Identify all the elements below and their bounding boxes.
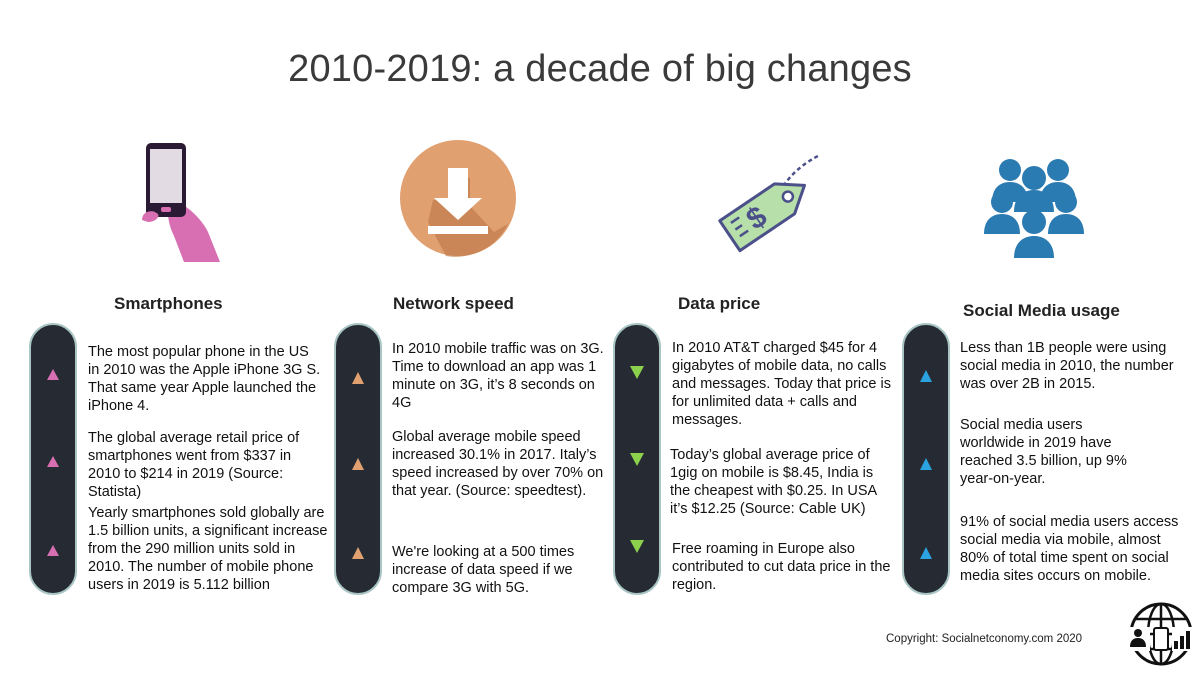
globe-devices-logo-icon xyxy=(1128,602,1194,666)
down-arrow-icon xyxy=(630,453,644,466)
smartphones-trend-bar xyxy=(29,323,77,595)
network-speed-trend-bar xyxy=(334,323,382,595)
social-media-usage-title: Social Media usage xyxy=(963,301,1120,320)
data-price-item-3: Free roaming in Europe also contributed … xyxy=(672,541,891,593)
up-arrow-icon xyxy=(920,458,932,470)
up-arrow-icon xyxy=(47,369,59,380)
smartphones-title: Smartphones xyxy=(114,294,223,313)
down-arrow-icon xyxy=(630,366,644,379)
up-arrow-icon xyxy=(47,456,59,467)
smartphones-item-1: The most popular phone in the US in 2010… xyxy=(88,344,321,414)
up-arrow-icon xyxy=(920,370,932,382)
data-price-item-2: Today’s global average price of 1gig on … xyxy=(670,447,877,517)
network-speed-item-2: Global average mobile speed increased 30… xyxy=(392,429,604,499)
network-speed-item-1: In 2010 mobile traffic was on 3G. Time t… xyxy=(392,341,604,411)
price-tag-icon: $ xyxy=(718,154,819,253)
down-arrow-icon xyxy=(630,540,644,553)
data-price-title: Data price xyxy=(678,294,761,313)
download-icon xyxy=(400,140,516,257)
social-media-item-2: Social media users worldwide in 2019 hav… xyxy=(960,417,1127,487)
network-speed-item-3: We're looking at a 500 times increase of… xyxy=(392,544,575,596)
up-arrow-icon xyxy=(352,458,364,470)
smartphones-item-2: The global average retail price of smart… xyxy=(88,430,300,500)
network-speed-title: Network speed xyxy=(393,294,514,313)
up-arrow-icon xyxy=(352,547,364,559)
copyright-text: Copyright: Socialnetconomy.com 2020 xyxy=(886,633,1083,645)
smartphones-item-3: Yearly smartphones sold globally are 1.5… xyxy=(88,505,328,593)
social-media-item-3: 91% of social media users access social … xyxy=(960,514,1179,584)
social-media-trend-bar xyxy=(902,323,950,595)
data-price-trend-bar xyxy=(613,323,661,595)
data-price-item-1: In 2010 AT&T charged $45 for 4 gigabytes… xyxy=(672,340,891,428)
up-arrow-icon xyxy=(920,547,932,559)
smartphone-in-hand-icon xyxy=(142,143,220,262)
up-arrow-icon xyxy=(47,545,59,556)
up-arrow-icon xyxy=(352,372,364,384)
people-group-icon xyxy=(984,159,1084,258)
page-title: 2010-2019: a decade of big changes xyxy=(288,48,912,90)
social-media-item-1: Less than 1B people were using social me… xyxy=(960,340,1174,392)
